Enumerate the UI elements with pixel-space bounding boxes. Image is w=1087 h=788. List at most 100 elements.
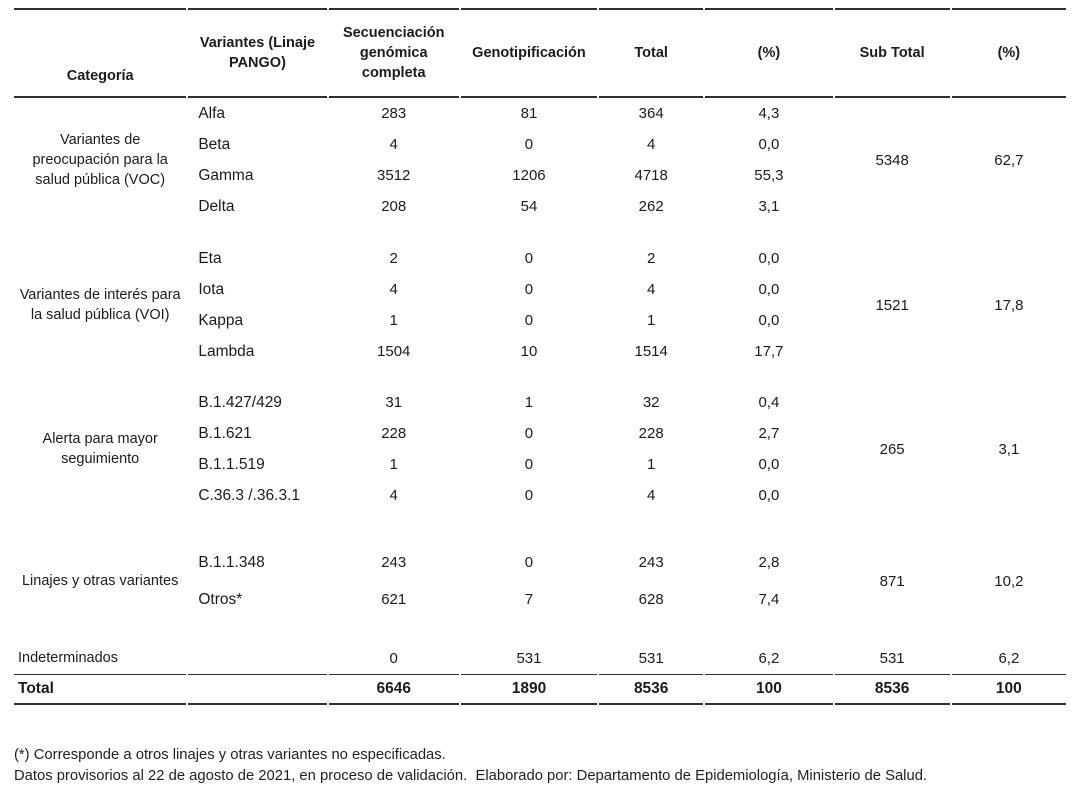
total-cell: 262 <box>638 198 664 215</box>
category-cell: Variantes de interés para la salud públi… <box>19 286 181 323</box>
variant-cell: Beta <box>198 135 231 153</box>
total-cell: 364 <box>638 105 664 122</box>
table-row: Variantes de preocupación para la salud … <box>14 98 1066 189</box>
geno-cell: 7 <box>524 591 534 608</box>
pct-cell: 4,3 <box>758 105 780 122</box>
variant-cell <box>188 674 327 705</box>
subtotal-cell: 531 <box>879 650 905 667</box>
seq-cell: 4 <box>389 487 398 504</box>
variant-cell: Kappa <box>198 311 244 329</box>
geno-cell: 10 <box>520 343 538 360</box>
total-cell: 2 <box>647 250 656 267</box>
pct-cell: 6,2 <box>758 650 780 667</box>
total-cell: 4 <box>647 281 656 298</box>
seq-cell: 1 <box>389 312 398 329</box>
total-cell: 1 <box>647 312 656 329</box>
seq-cell: 3512 <box>377 167 411 184</box>
table-row: B.1.1.519 1 0 1 0,0 <box>14 449 1066 480</box>
category-cell: Linajes y otras variantes <box>21 572 179 589</box>
variant-cell: Iota <box>198 280 225 298</box>
total-cell: 243 <box>638 554 664 571</box>
spacer-row <box>14 222 1066 243</box>
table-row: Lambda 1504 10 1514 17,7 <box>14 336 1066 367</box>
footnotes: (*) Corresponde a otros linajes y otras … <box>14 745 1074 787</box>
geno-cell: 531 <box>516 650 542 667</box>
seq-cell: 208 <box>381 198 407 215</box>
table-row: Otros* 621 7 628 7,4 <box>14 581 1066 618</box>
header-pct: (%) <box>705 8 833 98</box>
table-row: Delta 208 54 262 3,1 <box>14 191 1066 222</box>
total-cell: 1514 <box>634 343 668 360</box>
seq-cell: 0 <box>389 650 398 667</box>
seq-cell: 243 <box>381 554 407 571</box>
seq-cell: 621 <box>381 591 407 608</box>
subtotal-pct-cell: 62,7 <box>994 151 1024 169</box>
seq-cell: 283 <box>381 105 407 122</box>
pct-cell: 0,0 <box>758 250 780 267</box>
geno-cell: 54 <box>520 198 538 215</box>
spacer-row <box>14 511 1066 544</box>
pct-cell: 0,0 <box>758 487 780 504</box>
seq-cell: 4 <box>389 136 398 153</box>
pct-cell: 100 <box>705 674 833 705</box>
table-row: Linajes y otras variantes B.1.1.348 243 … <box>14 544 1066 590</box>
header-subtotal-pct: (%) <box>951 8 1066 98</box>
pct-cell: 7,4 <box>758 591 780 608</box>
subtotal-pct-cell: 17,8 <box>994 296 1024 314</box>
table-row: Iota 4 0 4 0,0 <box>14 274 1066 305</box>
geno-cell: 0 <box>524 312 534 329</box>
pct-cell: 0,0 <box>758 136 780 153</box>
total-row: Total 6646 1890 8536 100 8536 100 <box>14 674 1066 705</box>
geno-cell: 0 <box>524 425 534 442</box>
seq-cell: 6646 <box>328 674 459 705</box>
geno-cell: 0 <box>524 281 534 298</box>
subtotal-pct-cell: 10,2 <box>994 572 1024 590</box>
seq-cell: 1504 <box>377 343 411 360</box>
subtotal-pct-cell: 3,1 <box>998 440 1020 458</box>
total-cell: 32 <box>642 394 660 411</box>
table-row: B.1.621 228 0 228 2,7 <box>14 418 1066 449</box>
variant-cell <box>188 643 326 674</box>
geno-cell: 1 <box>524 394 534 411</box>
spacer-row <box>14 618 1066 643</box>
header-row: Categoría Variantes (Linaje PANGO) Secue… <box>14 8 1066 98</box>
variant-cell: Otros* <box>198 590 243 608</box>
pct-cell: 0,4 <box>758 394 780 411</box>
variant-cell: B.1.427/429 <box>198 393 282 411</box>
subtotal-pct-cell: 6,2 <box>998 650 1020 667</box>
subtotal-cell: 871 <box>879 572 905 590</box>
variant-cell: B.1.621 <box>198 424 252 442</box>
seq-cell: 1 <box>389 456 398 473</box>
total-label: Total <box>14 674 187 705</box>
header-secuenciacion: Secuenciación genómica completa <box>328 8 459 98</box>
subtotal-cell: 265 <box>879 440 905 458</box>
total-cell: 4 <box>647 136 656 153</box>
header-genotipificacion: Genotipificación <box>460 8 598 98</box>
seq-cell: 228 <box>381 425 407 442</box>
total-cell: 4718 <box>634 167 668 184</box>
footnote-asterisk: (*) Corresponde a otros linajes y otras … <box>14 747 446 763</box>
pct-cell: 55,3 <box>754 167 784 184</box>
geno-cell: 81 <box>520 105 538 122</box>
variant-cell: Lambda <box>198 342 255 360</box>
seq-cell: 2 <box>389 250 398 267</box>
table-row: Indeterminados 0 531 531 6,2 531 6,2 <box>14 643 1066 674</box>
pct-cell: 2,7 <box>758 425 780 442</box>
pct-cell: 3,1 <box>758 198 780 215</box>
pct-cell: 0,0 <box>758 281 780 298</box>
variants-table: Categoría Variantes (Linaje PANGO) Secue… <box>12 8 1068 705</box>
geno-cell: 0 <box>524 250 534 267</box>
category-cell: Variantes de preocupación para la salud … <box>32 131 168 189</box>
spacer-row <box>14 367 1066 387</box>
geno-cell: 0 <box>524 554 534 571</box>
total-cell: 8536 <box>599 674 704 705</box>
geno-cell: 0 <box>524 136 534 153</box>
total-cell: 531 <box>638 650 664 667</box>
table-row: Alerta para mayor seguimiento B.1.427/42… <box>14 387 1066 468</box>
variant-cell: B.1.1.519 <box>198 455 265 473</box>
header-categoria: Categoría <box>14 8 187 98</box>
variant-cell: Gamma <box>198 166 254 184</box>
variant-cell: Delta <box>198 197 235 215</box>
seq-cell: 31 <box>385 394 403 411</box>
footnote-source: Datos provisorios al 22 de agosto de 202… <box>14 768 928 784</box>
